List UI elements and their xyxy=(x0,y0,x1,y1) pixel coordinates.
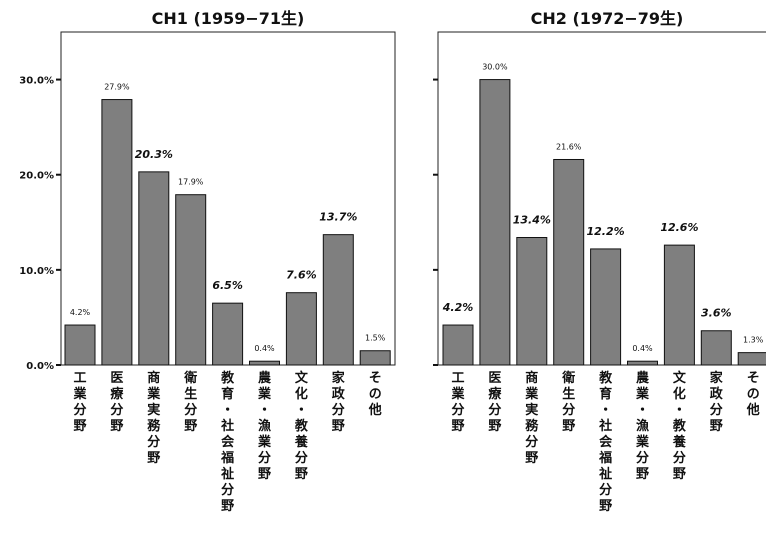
ch1-bar xyxy=(212,302,244,366)
ch1-value-label: 1.5% xyxy=(365,334,386,343)
ch1-value-label: 27.9% xyxy=(104,83,130,92)
ch2-bar xyxy=(479,79,511,366)
ch2-value-label: 0.4% xyxy=(632,344,653,353)
ch2-bar xyxy=(516,237,548,366)
ch1-category-label: 医療分野 xyxy=(110,371,124,434)
ch1-value-label: 13.7% xyxy=(319,211,357,224)
ch1-bar xyxy=(64,324,96,366)
ch2-category-label: 文化・教養分野 xyxy=(672,370,687,482)
ch2-value-label: 3.6% xyxy=(701,307,732,320)
ch1-category-label: 農業・漁業分野 xyxy=(257,370,272,482)
ch2-bar xyxy=(663,244,695,366)
ch1-value-label: 6.5% xyxy=(212,279,243,292)
ch2-value-label: 21.6% xyxy=(556,142,582,151)
ch1-category-label: 文化・教養分野 xyxy=(294,370,309,482)
ch2-category-label: 家政分野 xyxy=(710,370,724,434)
ch1-y-tick-label: 10.0% xyxy=(19,266,54,277)
ch2-bar xyxy=(590,248,622,366)
chart-panel-ch2: CH2 (1972−79生) 4.2% 工業分野 30.0% 医療分野 13.4% 商業実務… xyxy=(433,9,766,514)
ch2-category-label: 商業実務分野 xyxy=(524,370,539,466)
ch1-bar xyxy=(359,350,391,366)
ch1-y-tick-label: 30.0% xyxy=(19,76,54,87)
ch2-value-label: 1.3% xyxy=(743,336,764,345)
ch2-value-label: 12.2% xyxy=(587,225,625,238)
ch2-bar xyxy=(627,360,658,366)
ch2-category-label: 教育・社会福祉分野 xyxy=(598,370,613,514)
ch1-bar xyxy=(101,99,133,366)
ch1-value-label: 20.3% xyxy=(135,148,173,161)
ch2-category-label: 工業分野 xyxy=(450,371,465,434)
ch1-category-label: 家政分野 xyxy=(332,370,346,434)
ch2-bar xyxy=(442,324,474,366)
ch2-category-label: 農業・漁業分野 xyxy=(635,370,650,482)
ch1-value-label: 0.4% xyxy=(254,344,275,353)
ch1-category-label: 教育・社会福祉分野 xyxy=(220,370,235,514)
ch1-category-label: 商業実務分野 xyxy=(146,370,161,466)
ch1-bar xyxy=(322,234,354,366)
ch1-category-label: 工業分野 xyxy=(72,371,87,434)
ch1-category-label: その他 xyxy=(368,371,382,418)
ch1-bar xyxy=(175,194,207,366)
ch1-value-label: 17.9% xyxy=(178,178,204,187)
ch1-bar xyxy=(138,171,170,366)
ch2-value-label: 12.6% xyxy=(660,221,698,234)
ch2-bar xyxy=(700,330,732,366)
ch2-bar xyxy=(737,352,766,366)
ch1-category-label: 衛生分野 xyxy=(183,370,197,434)
ch1-value-label: 7.6% xyxy=(286,269,317,282)
chart-panel-ch1: CH1 (1959−71生) 0.0% 10.0% 20.0% 30.0% 4.2% 工業分… xyxy=(19,9,396,514)
ch1-bar xyxy=(285,292,317,366)
ch1-y-tick-label: 20.0% xyxy=(19,171,54,182)
ch2-value-label: 30.0% xyxy=(482,63,508,72)
ch2-category-label: 衛生分野 xyxy=(561,370,575,434)
ch1-value-label: 4.2% xyxy=(70,308,91,317)
ch2-category-label: 医療分野 xyxy=(488,371,502,434)
ch2-value-label: 4.2% xyxy=(442,301,474,314)
ch2-value-label: 13.4% xyxy=(513,214,551,227)
ch1-bar xyxy=(249,360,280,366)
ch2-bar xyxy=(553,158,585,366)
ch2-category-label: その他 xyxy=(746,371,760,418)
ch1-y-tick-label: 0.0% xyxy=(26,361,54,372)
ch1-title: CH1 (1959−71生) xyxy=(152,9,305,28)
ch2-title: CH2 (1972−79生) xyxy=(531,9,684,28)
